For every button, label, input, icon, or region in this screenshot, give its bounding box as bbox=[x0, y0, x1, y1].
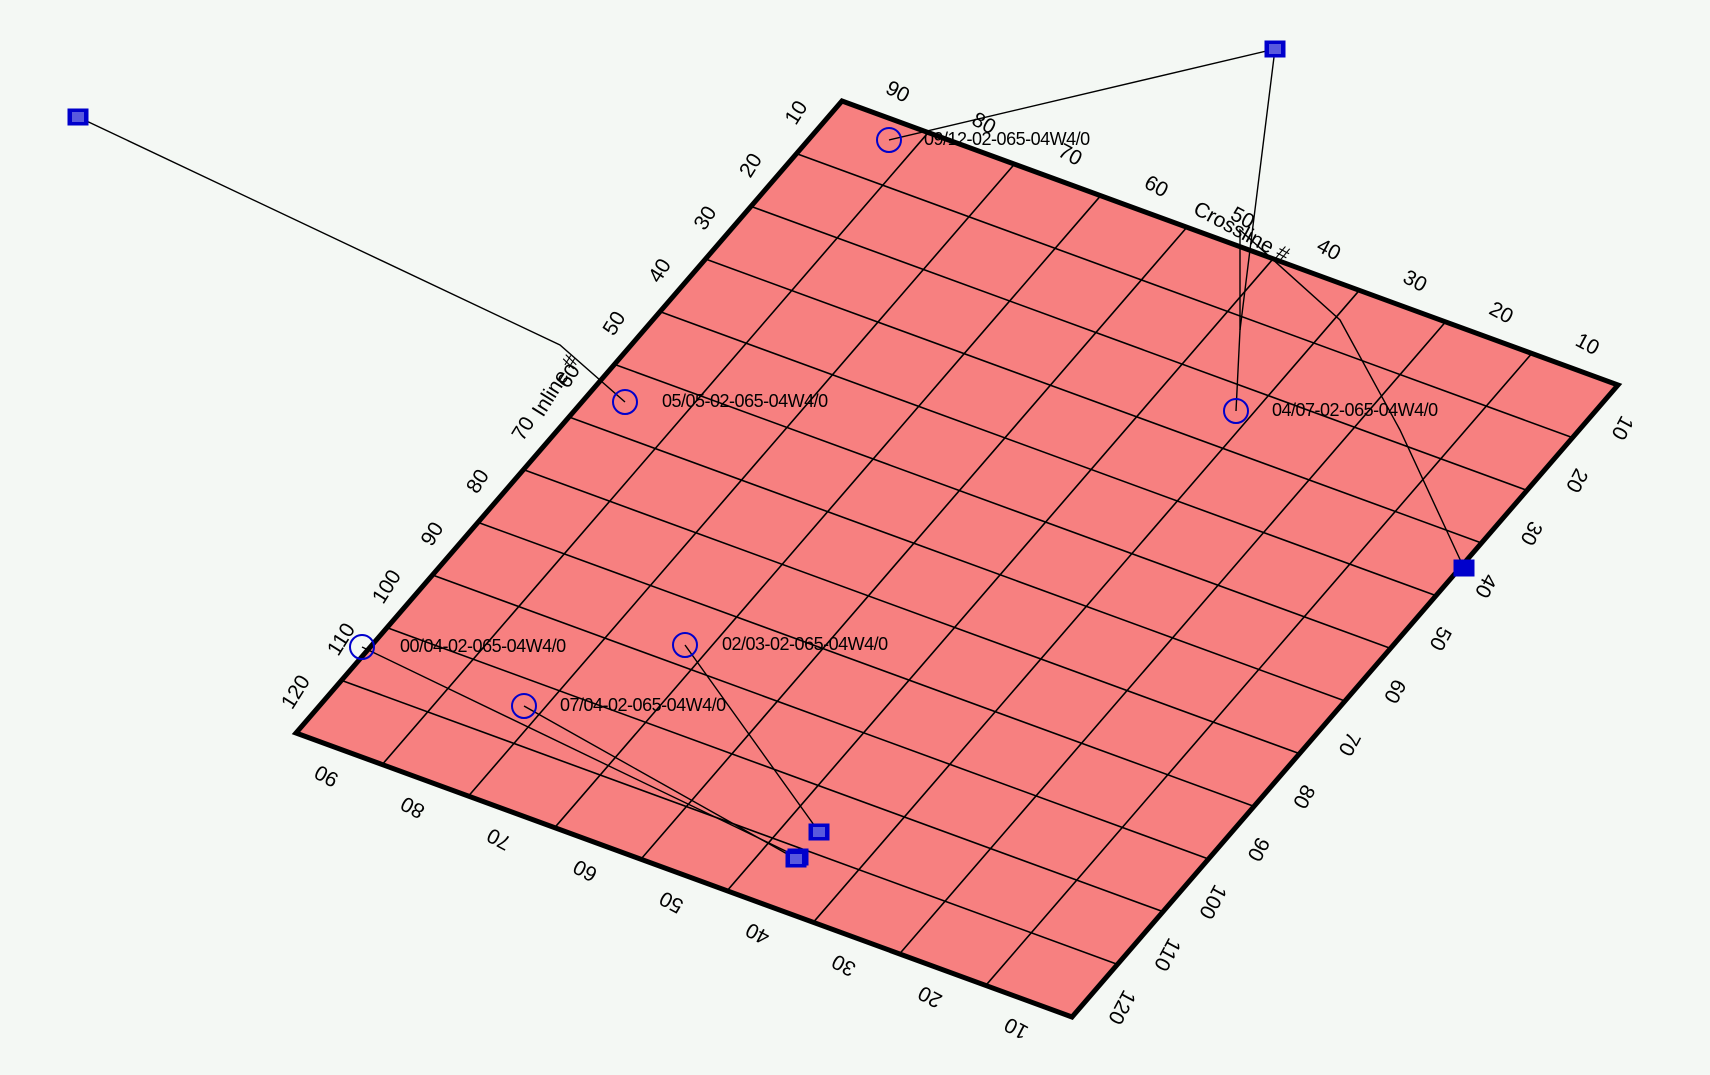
grid-line bbox=[554, 195, 1102, 829]
crossline-tick-label-bottom: 10 bbox=[1001, 1012, 1032, 1043]
well-bottom-marker-highlight bbox=[813, 827, 825, 837]
grid-line bbox=[705, 258, 1482, 544]
well-bottom-marker-highlight bbox=[72, 112, 84, 122]
crossline-tick-label-bottom: 60 bbox=[570, 855, 601, 886]
inline-tick-label-right: 80 bbox=[1288, 781, 1319, 812]
well-w1[interactable]: 09/12-02-065-04W4/0 bbox=[876, 40, 1286, 153]
inline-tick-label-right: 20 bbox=[1561, 465, 1592, 496]
grid-line bbox=[432, 574, 1209, 860]
crossline-tick-label-bottom: 50 bbox=[656, 886, 687, 917]
inline-tick-label-right: 30 bbox=[1515, 517, 1546, 548]
grid-line bbox=[750, 205, 1528, 492]
inline-tick-label-right: 60 bbox=[1379, 675, 1410, 706]
well-trajectory bbox=[361, 646, 799, 858]
well-surface-marker[interactable] bbox=[612, 389, 638, 415]
inline-tick-label-right: 40 bbox=[1470, 570, 1501, 601]
inline-tick-label-right: 10 bbox=[1606, 412, 1637, 443]
well-bottom-marker[interactable] bbox=[1454, 560, 1474, 576]
well-trajectories bbox=[77, 48, 1465, 860]
inline-tick-label: 10 bbox=[780, 97, 812, 129]
grid-line bbox=[796, 152, 1573, 439]
crossline-tick-label-bottom: 40 bbox=[742, 918, 773, 949]
inline-tick-label: 80 bbox=[462, 465, 494, 497]
well-trajectory bbox=[684, 644, 820, 833]
well-surface-marker[interactable] bbox=[1223, 398, 1249, 424]
well-trajectory bbox=[1239, 228, 1465, 569]
well-bottom-marker-highlight bbox=[1269, 44, 1281, 54]
well-label: 00/04-02-065-04W4/0 bbox=[400, 636, 566, 656]
crossline-tick-label: 10 bbox=[1572, 329, 1603, 360]
inline-tick-label-right: 50 bbox=[1424, 623, 1455, 654]
grid-line bbox=[659, 310, 1437, 597]
well-w6[interactable]: 07/04-02-065-04W4/0 bbox=[511, 693, 807, 868]
well-trajectory bbox=[888, 48, 1276, 141]
inline-tick-label-right: 90 bbox=[1242, 833, 1273, 864]
grid-line bbox=[568, 416, 1346, 702]
well-trajectory bbox=[523, 705, 797, 860]
grid-line bbox=[726, 258, 1274, 892]
crossline-tick-label-bottom: 20 bbox=[915, 981, 946, 1012]
inline-tick-label-right: 70 bbox=[1333, 728, 1364, 759]
well-surface-marker[interactable] bbox=[672, 632, 698, 658]
grid-line bbox=[381, 132, 929, 766]
grid-line bbox=[614, 363, 1391, 650]
inline-tick-label-right: 120 bbox=[1103, 986, 1140, 1028]
grid-line bbox=[898, 321, 1447, 955]
inline-tick-label: 70 bbox=[507, 413, 539, 445]
crossline-tick-label-bottom: 80 bbox=[397, 792, 428, 823]
crossline-tick-label: 30 bbox=[1399, 266, 1430, 297]
well-bottom-marker[interactable] bbox=[67, 108, 89, 126]
crossline-tick-label-bottom: 70 bbox=[483, 823, 514, 854]
inline-tick-label: 20 bbox=[735, 149, 767, 181]
inline-tick-label: 100 bbox=[368, 566, 406, 608]
grid-line bbox=[477, 521, 1255, 808]
crossline-tick-label: 20 bbox=[1485, 297, 1516, 328]
crossline-tick-label: 40 bbox=[1313, 234, 1344, 265]
grid-line bbox=[523, 468, 1300, 755]
well-bottom-marker-highlight bbox=[790, 854, 802, 864]
well-label: 09/12-02-065-04W4/0 bbox=[924, 129, 1090, 149]
well-label: 05/05-02-065-04W4/0 bbox=[662, 391, 828, 411]
inline-tick-label: 90 bbox=[416, 518, 448, 550]
inline-tick-label: 30 bbox=[689, 202, 721, 234]
well-bottom-marker[interactable] bbox=[1264, 40, 1286, 58]
well-bottom-marker[interactable] bbox=[785, 850, 807, 868]
well-w5[interactable]: 02/03-02-065-04W4/0 bbox=[672, 632, 889, 841]
grid-line bbox=[812, 289, 1360, 923]
crossline-tick-label: 60 bbox=[1141, 171, 1172, 202]
grid-line bbox=[640, 226, 1188, 860]
well-label: 04/07-02-065-04W4/0 bbox=[1272, 400, 1438, 420]
well-bottom-marker[interactable] bbox=[808, 823, 830, 841]
well-label: 02/03-02-065-04W4/0 bbox=[722, 634, 888, 654]
inline-tick-label: 120 bbox=[277, 671, 315, 713]
well-surface-marker[interactable] bbox=[511, 693, 537, 719]
inline-tick-label: 40 bbox=[644, 255, 676, 287]
well-markers: 09/12-02-065-04W4/0 05/05-02-065-04W4/0 04… bbox=[67, 40, 1475, 868]
inline-tick-label: 110 bbox=[323, 619, 360, 660]
well-surface-marker[interactable] bbox=[876, 127, 902, 153]
crossline-tick-label-bottom: 30 bbox=[828, 949, 859, 980]
grid-line bbox=[467, 163, 1016, 797]
inline-tick-label-right: 100 bbox=[1194, 881, 1231, 923]
well-label: 07/04-02-065-04W4/0 bbox=[560, 695, 726, 715]
well-w2[interactable]: 05/05-02-065-04W4/0 bbox=[67, 108, 829, 415]
well-surface-marker[interactable] bbox=[349, 634, 375, 660]
inline-tick-label: 50 bbox=[598, 307, 630, 339]
crossline-tick-label: 90 bbox=[882, 76, 913, 107]
well-trajectory bbox=[77, 116, 626, 403]
inline-tick-label-right: 110 bbox=[1149, 934, 1185, 974]
crossline-tick-label-bottom: 90 bbox=[311, 760, 342, 791]
grid-line bbox=[985, 352, 1533, 986]
